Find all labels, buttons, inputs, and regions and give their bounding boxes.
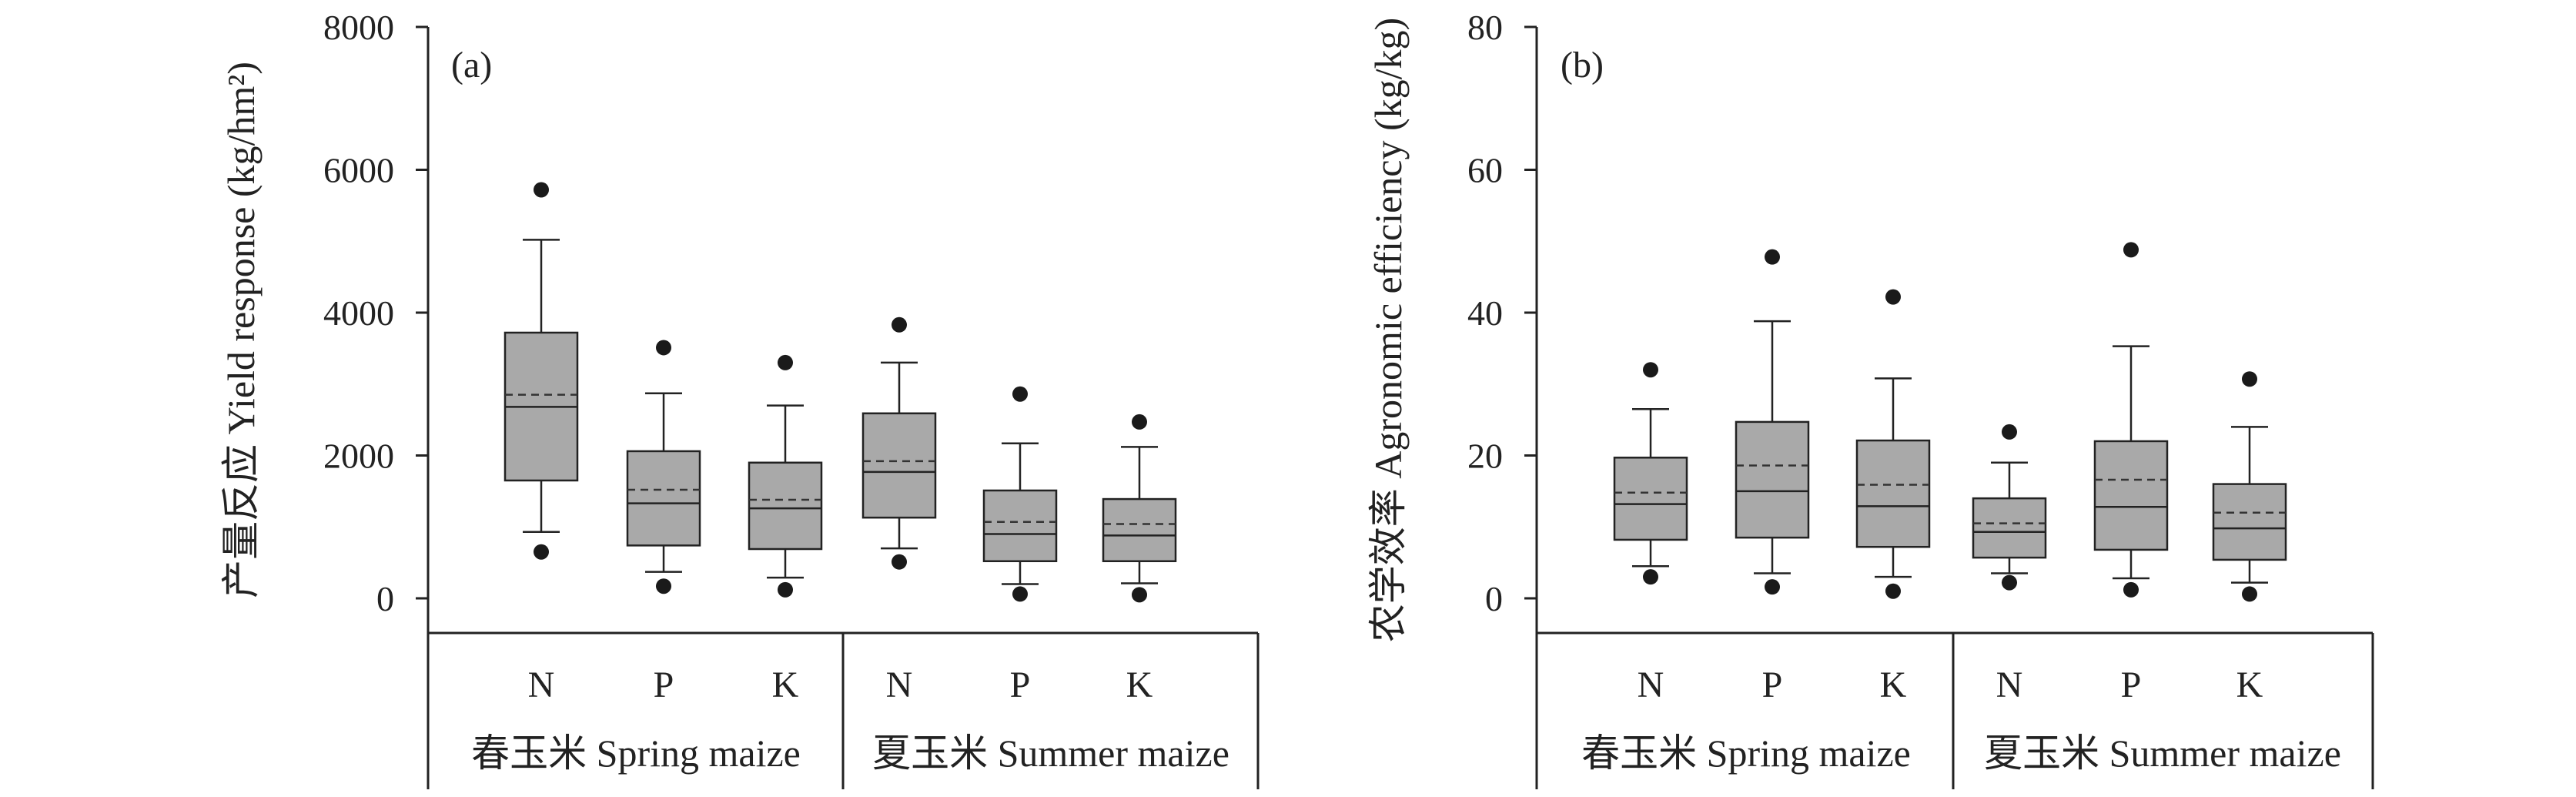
outlier-point [2002,424,2017,440]
outlier-point [1643,362,1658,378]
box-plot-k-5 [1102,414,1177,603]
y-tick-label: 8000 [323,8,394,47]
y-tick-label: 20 [1467,437,1503,476]
box-plot-n-3 [1972,424,2047,591]
category-label: K [1126,665,1153,705]
y-tick-label: 0 [376,579,394,618]
y-tick-label: 40 [1467,293,1503,333]
group-label: 春玉米 Spring maize [471,732,801,775]
group-label: 夏玉米 Summer maize [872,732,1229,775]
category-label: N [886,665,913,705]
box-plot-n-0 [1613,362,1688,585]
panel-b-agronomic-efficiency: 0 20 40 60 80 农学效率 Agronomic efficiency (kg/k… [1367,8,2374,789]
y-tick-label: 6000 [323,151,394,190]
y-axis-title: 产量反应 Yield response (kg/hm²) [219,62,263,598]
y-tick-label: 0 [1485,579,1503,618]
box-plot-n-3 [861,316,937,570]
outlier-point [656,340,671,356]
outlier-point [778,354,793,370]
box-iqr [1972,497,2047,559]
y-tick-label: 2000 [323,437,394,476]
box-plot-p-4 [982,386,1058,602]
category-label: N [1996,665,2023,705]
group-label: 夏玉米 Summer maize [1984,732,2341,775]
box-plot-p-4 [2093,242,2169,598]
outlier-point [1885,583,1901,599]
box-iqr [1102,497,1177,563]
box-iqr [861,412,937,519]
category-label: P [2121,665,2142,705]
category-label: K [2236,665,2263,705]
outlier-point [2123,581,2139,598]
outlier-point [1012,586,1028,602]
box-plot-p-1 [626,340,701,594]
outlier-point [2242,586,2257,602]
outlier-point [534,182,549,198]
category-label: K [772,665,799,705]
outlier-point [1885,289,1901,305]
outlier-point [534,544,549,560]
box-iqr [2212,483,2287,561]
category-label: N [1638,665,1664,705]
group-label: 春玉米 Spring maize [1581,732,1911,775]
category-label: P [1010,665,1031,705]
category-label: K [1880,665,1907,705]
panel-a-yield-response: 0 2000 4000 6000 8000 产量反应 Yield response (kg… [219,8,1260,789]
category-label: P [1762,665,1783,705]
box-plot-p-1 [1735,249,1810,595]
box-plot-k-2 [748,354,823,598]
y-tick-label: 80 [1467,8,1503,47]
box-plot-k-5 [2212,371,2287,602]
box-plot-k-2 [1855,289,1931,599]
box-iqr [982,489,1058,563]
outlier-point [778,581,793,598]
box-iqr [748,461,823,551]
outlier-point [1012,386,1028,402]
y-tick-label: 4000 [323,293,394,333]
outlier-point [1643,569,1658,585]
outlier-point [2123,242,2139,258]
outlier-point [656,578,671,594]
outlier-point [1765,579,1780,595]
outlier-point [2242,371,2257,387]
panel-label: (a) [451,45,492,85]
outlier-point [892,316,907,333]
box-iqr [2093,440,2169,551]
y-axis-title: 农学效率 Agronomic efficiency (kg/kg) [1367,18,1410,642]
box-iqr [1613,457,1688,541]
outlier-point [2002,574,2017,591]
category-label: P [654,665,674,705]
category-label: N [528,665,555,705]
box-iqr [626,450,701,547]
y-tick-label: 60 [1467,151,1503,190]
panel-label: (b) [1561,45,1604,85]
outlier-point [1132,587,1147,603]
box-iqr [1735,420,1810,539]
box-iqr [1855,439,1931,548]
outlier-point [892,554,907,570]
outlier-point [1765,249,1780,265]
box-plot-n-0 [503,182,579,560]
outlier-point [1132,414,1147,430]
